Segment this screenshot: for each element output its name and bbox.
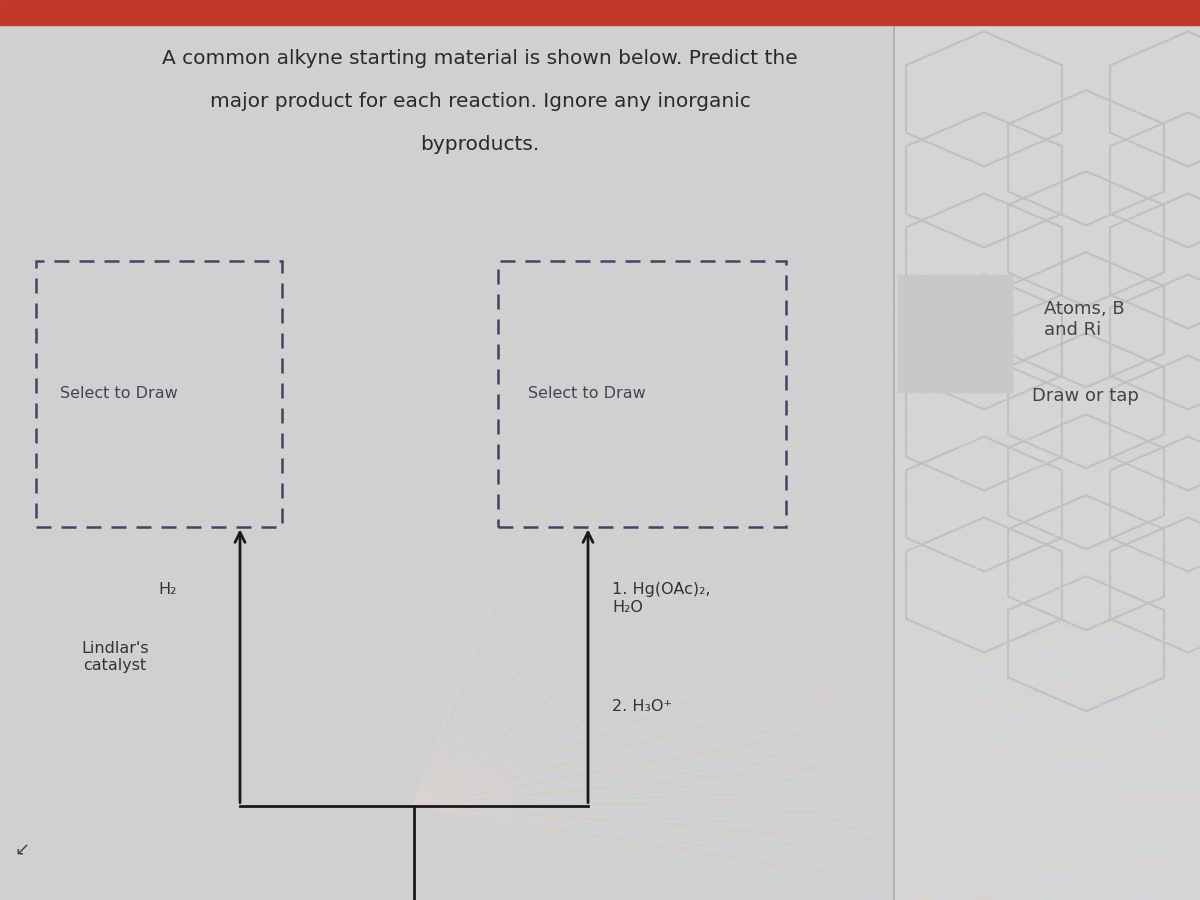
Bar [898, 274, 1012, 392]
Text: A common alkyne starting material is shown below. Predict the: A common alkyne starting material is sho… [162, 49, 798, 68]
Text: 1. Hg(OAc)₂,
H₂O: 1. Hg(OAc)₂, H₂O [612, 582, 710, 615]
Text: Atoms, B
and Ri: Atoms, B and Ri [1044, 300, 1124, 339]
Text: Lindlar's
catalyst: Lindlar's catalyst [82, 641, 149, 673]
Text: Draw or tap: Draw or tap [1032, 387, 1139, 405]
Bar [894, 25, 1200, 900]
Text: major product for each reaction. Ignore any inorganic: major product for each reaction. Ignore … [210, 92, 750, 112]
Text: 2. H₃O⁺: 2. H₃O⁺ [612, 699, 672, 714]
Text: Select to Draw: Select to Draw [528, 386, 646, 401]
Text: ↙: ↙ [14, 842, 29, 859]
Text: byproducts.: byproducts. [420, 135, 540, 155]
Text: Select to Draw: Select to Draw [60, 386, 178, 401]
Text: H₂: H₂ [158, 582, 178, 597]
Bar [0, 0, 1200, 25]
